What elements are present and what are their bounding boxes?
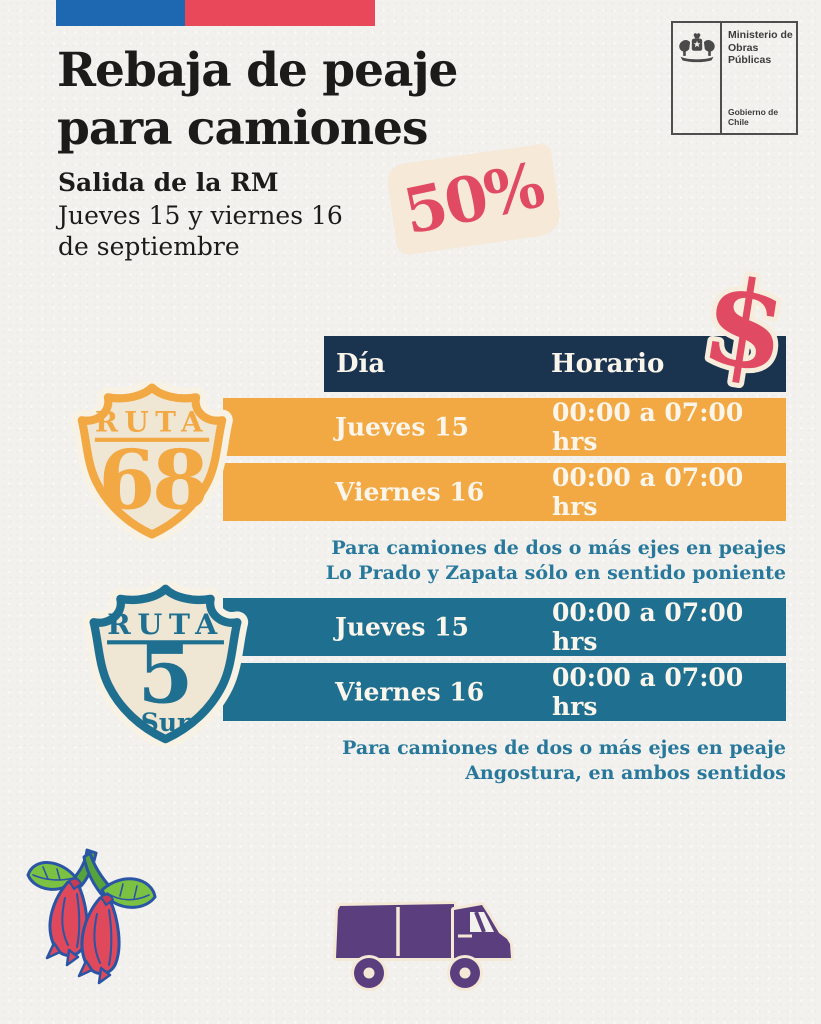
day-cell: Jueves 15 [335, 412, 469, 442]
shield-route-suffix: Sur [141, 707, 191, 737]
flag-red-stripe [185, 0, 375, 26]
column-header-day: Día [336, 349, 386, 379]
shield-route-label: RUTA [107, 607, 224, 641]
subtitle: Salida de la RM [58, 168, 279, 197]
note-line2: Lo Prado y Zapata sólo en sentido ponien… [325, 562, 786, 584]
logo-left-cell [673, 23, 722, 133]
table-row: Jueves 15 00:00 a 07:00 hrs [223, 598, 786, 656]
discount-value: 50% [397, 148, 549, 249]
ministry-line1: Ministerio de [728, 29, 793, 41]
column-header-schedule: Horario [551, 349, 665, 379]
government-label: Gobierno de Chile [728, 107, 779, 127]
dollar-sign-icon: $ [689, 244, 802, 404]
route-68-note: Para camiones de dos o más ejes en peaje… [322, 536, 786, 586]
day-cell: Jueves 15 [335, 612, 469, 642]
note-line1: Para camiones de dos o más ejes en peaje… [331, 537, 786, 559]
mop-logo-box: Ministerio de Obras Públicas Gobierno de… [671, 21, 798, 135]
table-row: Viernes 16 00:00 a 07:00 hrs [223, 663, 786, 721]
logo-right-cell: Ministerio de Obras Públicas Gobierno de… [722, 23, 796, 133]
note-line2: Angostura, en ambos sentidos [465, 762, 786, 784]
page-title: Rebaja de peaje para camiones [57, 42, 458, 158]
truck-icon [332, 894, 524, 998]
shield-route-number: 68 [98, 432, 205, 528]
chile-flag-icon [56, 0, 375, 26]
flag-blue-stripe [56, 0, 185, 26]
time-cell: 00:00 a 07:00 hrs [552, 398, 744, 456]
route-68-shield-icon: RUTA 68 [70, 376, 234, 546]
table-header-row: Día Horario [324, 336, 786, 392]
route-5-note: Para camiones de dos o más ejes en peaje… [322, 736, 786, 786]
day-cell: Viernes 16 [335, 477, 485, 507]
discount-badge: 50% [385, 142, 563, 257]
table-row: Jueves 15 00:00 a 07:00 hrs [223, 398, 786, 456]
copihue-flower-icon [24, 844, 166, 1012]
table-row: Viernes 16 00:00 a 07:00 hrs [223, 463, 786, 521]
dates-text: Jueves 15 y viernes 16 de septiembre [58, 200, 343, 262]
time-cell: 00:00 a 07:00 hrs [552, 663, 744, 721]
dates-line2: de septiembre [58, 232, 240, 261]
dates-line1: Jueves 15 y viernes 16 [58, 201, 343, 230]
ministry-line2: Obras [728, 41, 759, 54]
note-line1: Para camiones de dos o más ejes en peaje [342, 737, 786, 759]
ministry-name: Ministerio de Obras Públicas [728, 29, 793, 67]
time-cell: 00:00 a 07:00 hrs [552, 598, 744, 656]
coat-of-arms-icon [678, 33, 715, 63]
ministry-line3: Públicas [728, 54, 772, 66]
title-line2: para camiones [57, 101, 428, 156]
shield-route-number: 5 [138, 627, 194, 721]
time-cell: 00:00 a 07:00 hrs [552, 463, 744, 521]
route-5-sur-shield-icon: RUTA 5 Sur [82, 577, 249, 751]
day-cell: Viernes 16 [335, 677, 485, 707]
title-line1: Rebaja de peaje [57, 43, 458, 98]
dollar-glyph: $ [694, 256, 797, 397]
shield-route-label: RUTA [95, 406, 209, 439]
